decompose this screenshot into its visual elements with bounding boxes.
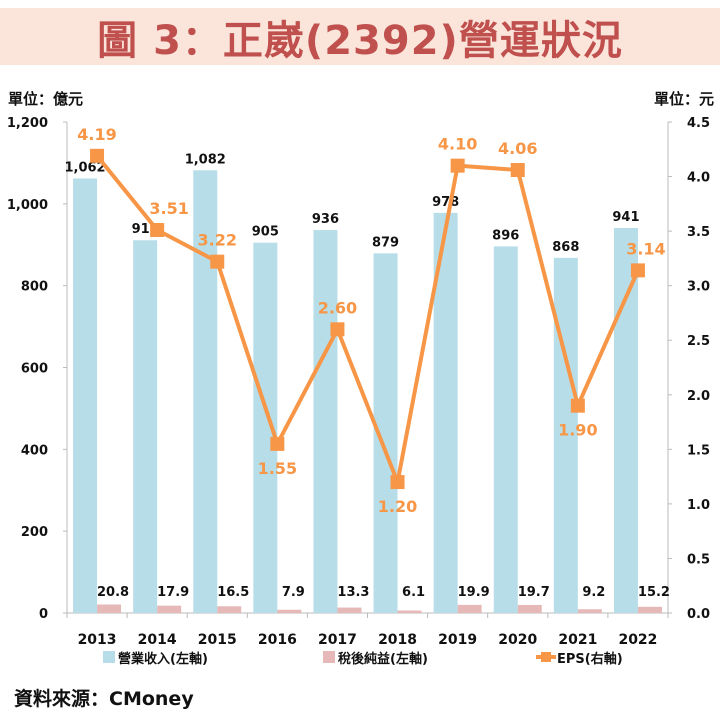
x-tick-label: 2013 xyxy=(78,632,117,648)
left-tick-label: 600 xyxy=(21,362,48,377)
net-profit-label: 9.2 xyxy=(582,585,605,600)
eps-label: 2.60 xyxy=(318,298,357,317)
eps-label: 4.06 xyxy=(498,139,537,158)
revenue-bar xyxy=(493,246,518,614)
revenue-label: 1,082 xyxy=(185,152,226,167)
net-profit-label: 20.8 xyxy=(97,585,129,600)
right-tick-label: 0.0 xyxy=(687,607,710,622)
net-profit-bar xyxy=(457,604,482,613)
right-tick-label: 4.5 xyxy=(687,116,710,131)
eps-label: 1.20 xyxy=(378,497,417,516)
legend-eps-marker xyxy=(541,652,551,662)
left-axis-unit: 單位：億元 xyxy=(8,90,83,108)
x-tick-label: 2016 xyxy=(258,632,297,648)
eps-point xyxy=(510,163,525,178)
x-tick-label: 2020 xyxy=(498,632,537,648)
revenue-bar xyxy=(133,240,158,614)
right-tick-label: 0.5 xyxy=(687,552,710,567)
eps-label: 4.10 xyxy=(438,135,477,154)
right-tick-label: 2.0 xyxy=(687,389,710,404)
net-profit-bar xyxy=(337,607,362,613)
revenue-label: 978 xyxy=(432,195,459,210)
legend-net-profit-label: 稅後純益(左軸) xyxy=(338,651,428,667)
net-profit-bar xyxy=(277,609,302,613)
eps-label: 3.22 xyxy=(198,231,237,250)
eps-label: 3.14 xyxy=(626,239,665,258)
left-tick-label: 1,200 xyxy=(7,116,48,131)
eps-point xyxy=(330,322,345,337)
x-tick-label: 2014 xyxy=(138,632,177,648)
net-profit-label: 19.9 xyxy=(458,585,490,600)
net-profit-label: 7.9 xyxy=(282,585,305,600)
revenue-label: 936 xyxy=(312,212,339,227)
x-tick-label: 2018 xyxy=(378,632,417,648)
eps-label: 1.90 xyxy=(558,421,597,440)
right-axis-unit: 單位：元 xyxy=(654,90,714,108)
net-profit-label: 17.9 xyxy=(157,585,189,600)
net-profit-bar xyxy=(517,604,542,613)
eps-point xyxy=(90,148,105,163)
net-profit-label: 13.3 xyxy=(337,585,369,600)
net-profit-bar xyxy=(637,606,662,613)
x-tick-label: 2015 xyxy=(198,632,237,648)
left-tick-label: 200 xyxy=(21,525,48,540)
net-profit-bar xyxy=(217,606,242,613)
left-tick-label: 800 xyxy=(21,280,48,295)
revenue-bar xyxy=(73,178,98,613)
right-tick-label: 1.5 xyxy=(687,443,710,458)
legend-revenue-label: 營業收入(左軸) xyxy=(118,651,208,667)
net-profit-bar xyxy=(157,605,182,613)
eps-point xyxy=(450,158,465,173)
revenue-bar xyxy=(553,257,578,613)
net-profit-bar xyxy=(577,609,602,613)
revenue-label: 941 xyxy=(612,210,639,225)
eps-point xyxy=(630,263,645,278)
legend-net-profit-swatch xyxy=(323,651,335,663)
net-profit-label: 15.2 xyxy=(638,585,670,600)
eps-point xyxy=(270,436,285,451)
left-tick-label: 1,000 xyxy=(7,198,48,213)
legend-revenue-swatch xyxy=(103,651,115,663)
right-tick-label: 2.5 xyxy=(687,334,710,349)
eps-point xyxy=(210,254,225,269)
revenue-label: 896 xyxy=(492,228,519,243)
eps-label: 1.55 xyxy=(258,459,297,478)
revenue-bar xyxy=(613,227,638,613)
chart-title: 圖 3：正崴(2392)營運狀況 xyxy=(97,17,623,64)
right-tick-label: 3.0 xyxy=(687,280,710,295)
revenue-label: 879 xyxy=(372,235,399,250)
left-tick-label: 400 xyxy=(21,443,48,458)
revenue-label: 1,062 xyxy=(64,160,105,175)
right-tick-label: 1.0 xyxy=(687,498,710,513)
net-profit-label: 19.7 xyxy=(518,585,550,600)
net-profit-label: 6.1 xyxy=(402,585,425,600)
right-tick-label: 4.0 xyxy=(687,171,710,186)
x-tick-label: 2021 xyxy=(558,632,597,648)
revenue-label: 868 xyxy=(552,240,579,255)
net-profit-bar xyxy=(97,604,122,613)
net-profit-label: 16.5 xyxy=(217,585,249,600)
net-profit-bar xyxy=(397,610,422,613)
title-band: 圖 3：正崴(2392)營運狀況 xyxy=(0,8,720,65)
x-tick-label: 2022 xyxy=(618,632,657,648)
eps-point xyxy=(150,223,165,238)
left-tick-label: 0 xyxy=(39,607,48,622)
eps-line xyxy=(95,154,640,485)
eps-label: 4.19 xyxy=(77,125,116,144)
eps-point xyxy=(390,475,405,490)
eps-point xyxy=(570,398,585,413)
revenue-label: 905 xyxy=(252,225,279,240)
legend-eps-label: EPS(右軸) xyxy=(557,651,623,667)
x-tick-label: 2017 xyxy=(318,632,357,648)
revenue-bar xyxy=(313,230,338,613)
eps-label: 3.51 xyxy=(149,199,188,218)
right-tick-label: 3.5 xyxy=(687,225,710,240)
revenue-bar xyxy=(193,170,218,613)
x-tick-label: 2019 xyxy=(438,632,477,648)
data-source: 資料來源：CMoney xyxy=(14,688,194,710)
